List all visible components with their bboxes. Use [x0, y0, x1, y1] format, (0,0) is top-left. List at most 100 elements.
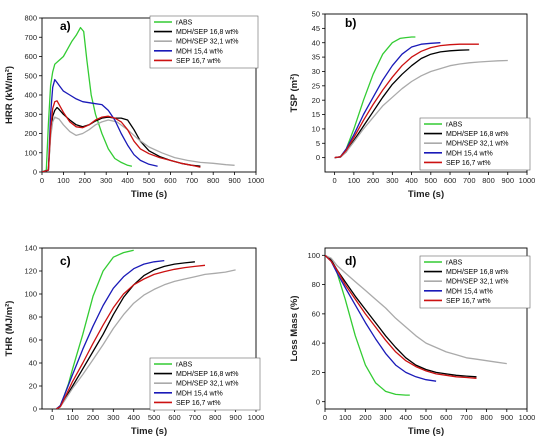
x-tick-label: 600 — [164, 176, 177, 185]
x-tick-label: 0 — [333, 176, 337, 185]
x-tick-label: 900 — [229, 413, 242, 422]
x-tick-label: 200 — [79, 176, 92, 185]
y-tick-label: 600 — [24, 52, 37, 61]
x-tick-label: 0 — [40, 176, 44, 185]
y-tick-label: 100 — [24, 148, 37, 157]
legend-entry: MDH 15,4 wt% — [446, 288, 493, 295]
chart-panel-d: 0 100 200 300 400 500 600 700 800 900 1000 0 20 40 60 8… — [289, 247, 536, 437]
legend-entry: MDH/SEP 16,8 wt% — [446, 131, 509, 138]
x-tick-label: 200 — [87, 413, 100, 422]
y-tick-label: 40 — [29, 359, 37, 368]
series-line-2 — [55, 261, 195, 409]
y-tick-label: 120 — [24, 267, 37, 276]
x-tick-label: 1000 — [519, 413, 536, 422]
legend: rABS MDH/SEP 16,8 wt% MDH/SEP 32,1 wt% MDH … — [419, 117, 531, 171]
x-tick-label: 500 — [148, 413, 161, 422]
y-tick-label: 700 — [24, 33, 37, 42]
legend-entry: SEP 16,7 wt% — [446, 298, 491, 305]
y-tick-label: 0 — [316, 153, 320, 162]
y-tick-label: 100 — [24, 290, 37, 299]
x-tick-label: 300 — [386, 176, 399, 185]
x-tick-label: 100 — [57, 176, 70, 185]
x-tick-label: 600 — [444, 176, 457, 185]
x-tick-label: 100 — [66, 413, 79, 422]
panel-label: a) — [60, 19, 71, 33]
chart-panel-a: 0 100 200 300 400 500 600 700 800 900 1000 0 100 200 3… — [4, 14, 264, 200]
series-line-3 — [42, 116, 235, 172]
legend-entry: MDH/SEP 32,1 wt% — [446, 141, 509, 148]
x-tick-label: 500 — [143, 176, 156, 185]
y-tick-label: 40 — [312, 38, 320, 47]
y-tick-label: 80 — [312, 280, 320, 289]
legend-entry: rABS — [176, 362, 193, 369]
x-tick-label: 700 — [460, 413, 473, 422]
x-tick-label: 500 — [425, 176, 438, 185]
x-tick-label: 600 — [440, 413, 453, 422]
panel-label: d) — [345, 254, 356, 268]
y-tick-label: 300 — [24, 110, 37, 119]
x-tick-label: 300 — [379, 413, 392, 422]
x-tick-label: 100 — [339, 413, 352, 422]
legend: rABS MDH/SEP 16,8 wt% MDH/SEP 32,1 wt% MDH … — [149, 357, 261, 411]
legend-entry: MDH 15,4 wt% — [446, 150, 493, 157]
y-tick-label: 400 — [24, 91, 37, 100]
legend-entry: SEP 16,7 wt% — [446, 160, 491, 167]
x-tick-label: 200 — [367, 176, 380, 185]
y-tick-label: 20 — [312, 96, 320, 105]
y-tick-label: 50 — [312, 10, 320, 19]
y-tick-label: 20 — [29, 382, 37, 391]
x-tick-label: 1000 — [248, 176, 265, 185]
x-tick-label: 100 — [348, 176, 361, 185]
series-line-5 — [42, 100, 201, 172]
x-tick-label: 0 — [50, 413, 54, 422]
x-tick-label: 400 — [400, 413, 413, 422]
series-line-3 — [334, 59, 508, 159]
panel-label: b) — [345, 16, 356, 30]
x-tick-label: 0 — [323, 413, 327, 422]
x-tick-label: 1000 — [519, 176, 536, 185]
legend-entry: SEP 16,7 wt% — [176, 400, 221, 407]
x-tick-label: 800 — [209, 413, 222, 422]
legend-entry: rABS — [446, 122, 463, 129]
y-tick-label: 0 — [33, 405, 37, 414]
series-line-2 — [325, 254, 477, 378]
legend: rABS MDH/SEP 16,8 wt% MDH/SEP 32,1 wt% MDH … — [419, 255, 531, 309]
y-tick-label: 40 — [312, 339, 320, 348]
y-tick-label: 20 — [312, 368, 320, 377]
x-tick-label: 800 — [482, 176, 495, 185]
series-line-4 — [42, 78, 158, 172]
series-line-2 — [42, 106, 201, 172]
series-line-4 — [334, 42, 441, 159]
x-tick-label: 500 — [420, 413, 433, 422]
y-tick-label: 100 — [307, 251, 320, 260]
legend-entry: SEP 16,7 wt% — [176, 58, 221, 65]
x-tick-label: 900 — [228, 176, 241, 185]
legend-entry: MDH/SEP 16,8 wt% — [176, 29, 239, 36]
series-line-5 — [334, 43, 479, 159]
y-axis-label: HRR (kW/m²) — [4, 66, 15, 124]
x-tick-label: 300 — [107, 413, 120, 422]
x-axis-label: Time (s) — [131, 189, 167, 200]
series-line-3 — [325, 254, 507, 365]
legend-entry: MDH/SEP 32,1 wt% — [176, 381, 239, 388]
series-line-4 — [55, 259, 165, 409]
y-tick-label: 10 — [312, 125, 320, 134]
series-line-3 — [55, 269, 236, 409]
y-tick-label: 0 — [33, 168, 37, 177]
y-tick-label: 800 — [24, 14, 37, 23]
x-tick-label: 400 — [405, 176, 418, 185]
y-tick-label: 45 — [312, 24, 320, 33]
x-tick-label: 900 — [502, 176, 515, 185]
legend-entry: MDH/SEP 32,1 wt% — [176, 39, 239, 46]
legend-entry: rABS — [446, 260, 463, 267]
x-tick-label: 800 — [480, 413, 493, 422]
y-tick-label: 35 — [312, 53, 320, 62]
x-axis-label: Time (s) — [408, 426, 444, 437]
x-axis-label: Time (s) — [131, 426, 167, 437]
x-tick-label: 900 — [501, 413, 514, 422]
x-tick-label: 700 — [463, 176, 476, 185]
y-tick-label: 60 — [29, 336, 37, 345]
x-tick-label: 1000 — [248, 413, 265, 422]
legend-entry: rABS — [176, 20, 193, 27]
y-tick-label: 5 — [316, 139, 320, 148]
